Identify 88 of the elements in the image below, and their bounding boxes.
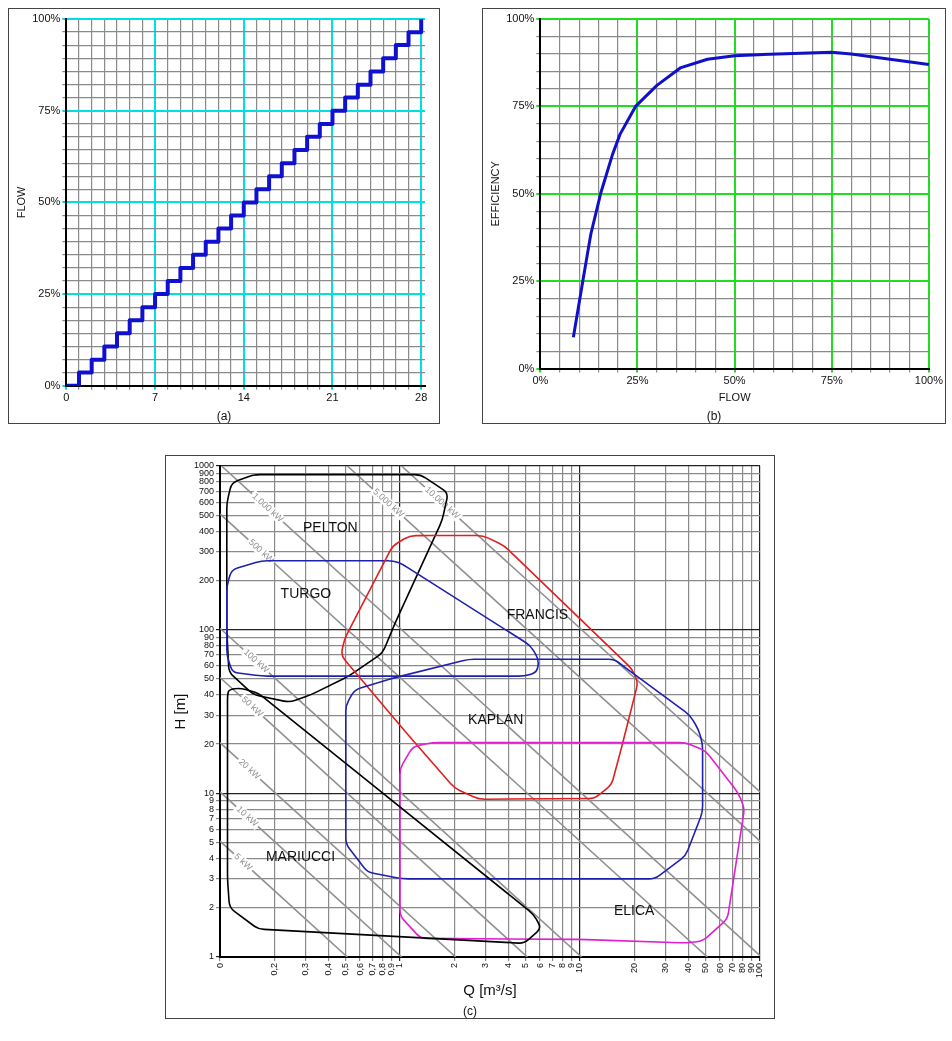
y-tick-label: 50 bbox=[204, 673, 215, 684]
x-tick-label: 21 bbox=[326, 391, 339, 404]
x-tick-label: 0,7 bbox=[366, 962, 377, 976]
y-tick-label: 9 bbox=[209, 795, 215, 806]
x-tick-label: 0% bbox=[532, 374, 549, 387]
x-tick-label: 0,4 bbox=[322, 962, 333, 976]
y-tick-label: 300 bbox=[198, 546, 215, 557]
x-tick-label: 0,3 bbox=[300, 962, 311, 976]
x-tick-label: 60 bbox=[714, 962, 725, 973]
x-tick-label: 14 bbox=[237, 391, 250, 404]
text: 50 kW bbox=[239, 694, 266, 719]
y-tick-label: 75% bbox=[512, 99, 535, 112]
y-tick-label: 3 bbox=[209, 873, 215, 884]
x-axis-title: FLOW bbox=[718, 391, 752, 404]
x-tick-label: 0,8 bbox=[377, 962, 388, 976]
x-tick-label: 30 bbox=[660, 962, 671, 973]
x-axis-title: Q [m³/s] bbox=[463, 981, 517, 999]
annotation: ELICA bbox=[613, 902, 656, 919]
x-tick-label: 90 bbox=[746, 962, 757, 973]
annotation: TURGO bbox=[280, 585, 332, 602]
x-tick-label: 2 bbox=[448, 962, 459, 968]
y-tick-label: 25% bbox=[512, 274, 535, 287]
x-tick-label: 70 bbox=[726, 962, 737, 973]
x-tick-label: 8 bbox=[557, 962, 568, 968]
y-tick-label: 25% bbox=[38, 287, 61, 300]
x-tick-label: 0 bbox=[214, 962, 225, 968]
x-tick-label: 0,6 bbox=[354, 962, 365, 976]
text: 10 kW bbox=[234, 803, 261, 829]
x-tick-label: 10 bbox=[574, 962, 585, 973]
x-tick-label: 7 bbox=[546, 962, 557, 968]
y-tick-label: 4 bbox=[209, 852, 215, 863]
y-tick-label: 2 bbox=[209, 902, 215, 913]
x-tick-label: 9 bbox=[566, 962, 577, 968]
annotation: MARIUCCI bbox=[265, 847, 336, 864]
text: 100 kW bbox=[241, 646, 272, 676]
text: 20 kW bbox=[236, 756, 263, 782]
x-tick-label: 80 bbox=[737, 962, 748, 973]
text: (c) bbox=[462, 1004, 478, 1018]
y-axis-title: EFFICIENCY bbox=[488, 160, 501, 227]
y-tick-label: 6 bbox=[209, 824, 215, 835]
x-tick-label: 7 bbox=[151, 391, 159, 404]
x-tick-label: 50 bbox=[700, 962, 711, 973]
y-tick-label: 400 bbox=[198, 525, 215, 536]
x-tick-label: 1 bbox=[394, 962, 405, 968]
x-tick-label: 50% bbox=[723, 374, 746, 387]
y-tick-label: 100% bbox=[506, 12, 535, 25]
x-tick-label: 0,5 bbox=[340, 962, 351, 976]
y-tick-label: 600 bbox=[198, 496, 215, 507]
y-tick-label: 500 bbox=[198, 509, 215, 520]
y-tick-label: 100% bbox=[32, 12, 61, 25]
y-tick-label: 50% bbox=[38, 195, 61, 208]
x-tick-label: 3 bbox=[480, 962, 491, 968]
y-tick-label: 75% bbox=[38, 103, 61, 116]
x-tick-label: 6 bbox=[534, 962, 545, 968]
y-tick-label: 60 bbox=[204, 660, 215, 671]
y-tick-label: 700 bbox=[198, 485, 215, 496]
y-axis-title: FLOW bbox=[14, 185, 27, 219]
annotation: KAPLAN bbox=[468, 711, 524, 727]
annotation: FRANCIS bbox=[506, 606, 569, 623]
y-tick-label: 800 bbox=[198, 476, 215, 487]
x-tick-label: 0 bbox=[63, 391, 70, 404]
x-tick-label: 25% bbox=[626, 374, 649, 387]
x-tick-label: 20 bbox=[628, 962, 639, 973]
annotation: PELTON bbox=[302, 518, 358, 535]
x-tick-label: 0,2 bbox=[268, 962, 279, 976]
y-tick-label: 0% bbox=[518, 361, 535, 374]
x-tick-label: 100% bbox=[914, 374, 944, 387]
y-tick-label: 80 bbox=[204, 640, 215, 651]
x-tick-label: 100 bbox=[754, 962, 765, 979]
y-tick-label: 7 bbox=[209, 813, 215, 824]
y-tick-label: 40 bbox=[204, 689, 215, 700]
y-tick-label: 70 bbox=[204, 649, 215, 660]
y-tick-label: 5 bbox=[209, 837, 215, 848]
y-tick-label: 50% bbox=[512, 186, 535, 199]
y-tick-label: 30 bbox=[204, 709, 215, 720]
text: 5 kW bbox=[232, 851, 255, 873]
x-tick-label: 75% bbox=[820, 374, 843, 387]
x-tick-label: 40 bbox=[682, 962, 693, 973]
y-tick-label: 8 bbox=[209, 803, 215, 814]
y-tick-label: 20 bbox=[204, 738, 215, 749]
text: (b) bbox=[705, 409, 723, 423]
x-tick-label: 4 bbox=[502, 962, 513, 968]
x-tick-label: 28 bbox=[415, 391, 428, 404]
x-tick-label: 0,9 bbox=[386, 962, 397, 976]
y-tick-label: 10 bbox=[204, 787, 215, 798]
y-axis-title: H [m] bbox=[171, 693, 189, 730]
text: (a) bbox=[215, 409, 233, 423]
y-tick-label: 200 bbox=[198, 574, 215, 585]
